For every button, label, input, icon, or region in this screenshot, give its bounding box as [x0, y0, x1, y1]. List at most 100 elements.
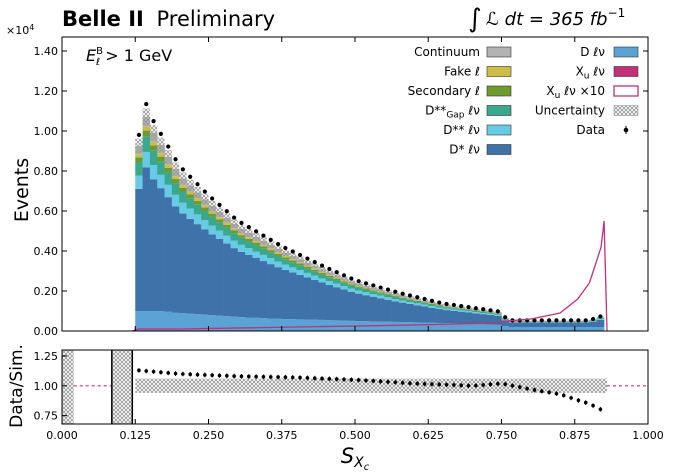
hist-d-bar — [508, 327, 517, 331]
hist-secondary-bar — [157, 156, 165, 162]
hist-fake-bar — [193, 198, 202, 202]
legend-swatch-dstar — [486, 144, 512, 155]
data-point — [275, 241, 281, 247]
hist-dstarstar-bar — [428, 306, 436, 308]
hist-dstarstar-bar — [391, 299, 400, 302]
uncertainty-band — [296, 256, 304, 263]
hist-secondary-bar — [311, 269, 319, 272]
hist-dstarstar_gap-bar — [413, 301, 422, 304]
hist-fake-bar — [398, 297, 407, 298]
hist-secondary-bar — [259, 246, 268, 249]
hist-dstar-bar — [420, 306, 429, 323]
hist-dstar-bar — [545, 322, 554, 327]
hist-secondary-bar — [303, 266, 312, 269]
hist-d-bar — [171, 312, 180, 331]
x-axis-label: SXc — [341, 444, 370, 473]
hist-dstar-bar — [267, 264, 275, 319]
ratio-point — [254, 374, 258, 379]
hist-dstar-bar — [464, 312, 473, 324]
hist-fake-bar — [179, 185, 187, 188]
hist-fake-bar — [208, 211, 217, 214]
hist-dstarstar_gap-bar — [325, 277, 334, 282]
hist-dstarstar-bar — [406, 301, 414, 304]
hist-fake-bar — [274, 252, 283, 254]
hist-dstarstar_gap-bar — [486, 312, 495, 314]
hist-fake-bar — [201, 205, 209, 208]
hist-dstar-bar — [501, 320, 510, 327]
uncertainty-band — [186, 179, 194, 192]
data-point — [144, 102, 149, 107]
hist-secondary-bar — [186, 194, 195, 199]
hist-dstarstar_gap-bar — [362, 289, 370, 293]
hist-d-bar — [589, 327, 598, 331]
hist-dstar-bar — [398, 302, 407, 323]
data-point — [188, 174, 193, 179]
data-point — [481, 307, 486, 312]
hist-secondary-bar — [450, 307, 458, 309]
hist-dstarstar-bar — [494, 314, 502, 316]
data-point — [568, 318, 574, 323]
legend-swatch-dstarstar_gap — [486, 105, 512, 116]
ratio-point — [320, 376, 324, 381]
data-point — [151, 119, 156, 124]
hist-d-bar — [296, 319, 305, 331]
hist-fake-bar — [318, 271, 326, 273]
data-point — [305, 256, 310, 261]
hist-d-bar — [472, 324, 480, 331]
hist-secondary-bar — [230, 230, 239, 234]
legend-swatch-d — [613, 46, 639, 58]
data-point — [261, 233, 266, 238]
data-point — [407, 293, 413, 298]
hist-dstarstar_gap-bar — [303, 268, 312, 273]
hist-dstar-bar — [179, 213, 187, 314]
hist-fake-bar — [362, 287, 370, 289]
data-point — [539, 318, 544, 323]
hist-dstarstar-bar — [369, 294, 378, 297]
data-point — [576, 318, 581, 323]
hist-dstar-bar — [135, 188, 143, 311]
data-point — [590, 316, 596, 322]
hist-dstarstar_gap-bar — [596, 318, 605, 320]
hist-fake-bar — [303, 265, 312, 267]
hist-d-bar — [281, 319, 290, 331]
hist-secondary-bar — [398, 297, 407, 299]
hist-dstar-bar — [274, 267, 283, 319]
hist-d-bar — [406, 322, 414, 331]
xu-x10-line — [132, 220, 608, 331]
hist-fake-bar — [135, 154, 143, 158]
hist-dstar-bar — [538, 322, 546, 327]
data-point — [437, 300, 442, 305]
ratio-point — [554, 391, 559, 396]
hist-dstar-bar — [303, 277, 312, 320]
uncertainty-band — [201, 194, 209, 205]
hist-dstarstar_gap-bar — [420, 303, 429, 305]
hist-secondary-bar — [164, 167, 173, 173]
hist-dstarstar-bar — [296, 270, 305, 275]
hist-dstarstar_gap-bar — [442, 307, 451, 309]
ratio-x-tick-label: 1.000 — [632, 429, 664, 442]
hist-d-bar — [545, 327, 554, 331]
hist-secondary-bar — [384, 294, 392, 295]
data-point — [166, 144, 171, 149]
hist-d-bar — [208, 315, 217, 331]
ratio-point — [510, 383, 515, 388]
hist-dstarstar-bar — [340, 286, 348, 290]
ratio-point — [576, 398, 581, 403]
hist-d-bar — [428, 322, 436, 331]
hist-secondary-bar — [413, 300, 422, 302]
main-y-tick-label: 0.60 — [34, 205, 59, 218]
hist-dstarstar_gap-bar — [384, 294, 392, 298]
hist-dstarstar_gap-bar — [369, 291, 378, 295]
data-point — [554, 318, 559, 323]
data-point — [136, 132, 142, 137]
hist-d-bar — [596, 327, 605, 331]
hist-dstarstar_gap-bar — [201, 211, 209, 221]
hist-d-bar — [457, 323, 466, 331]
ratio-point — [386, 380, 390, 384]
hist-d-bar — [420, 322, 429, 331]
hist-d-bar — [245, 317, 253, 331]
ratio-y-label: Data/Sim. — [7, 344, 27, 428]
hist-dstar-bar — [413, 305, 422, 323]
ratio-point — [305, 376, 310, 380]
hist-fake-bar — [391, 295, 400, 296]
